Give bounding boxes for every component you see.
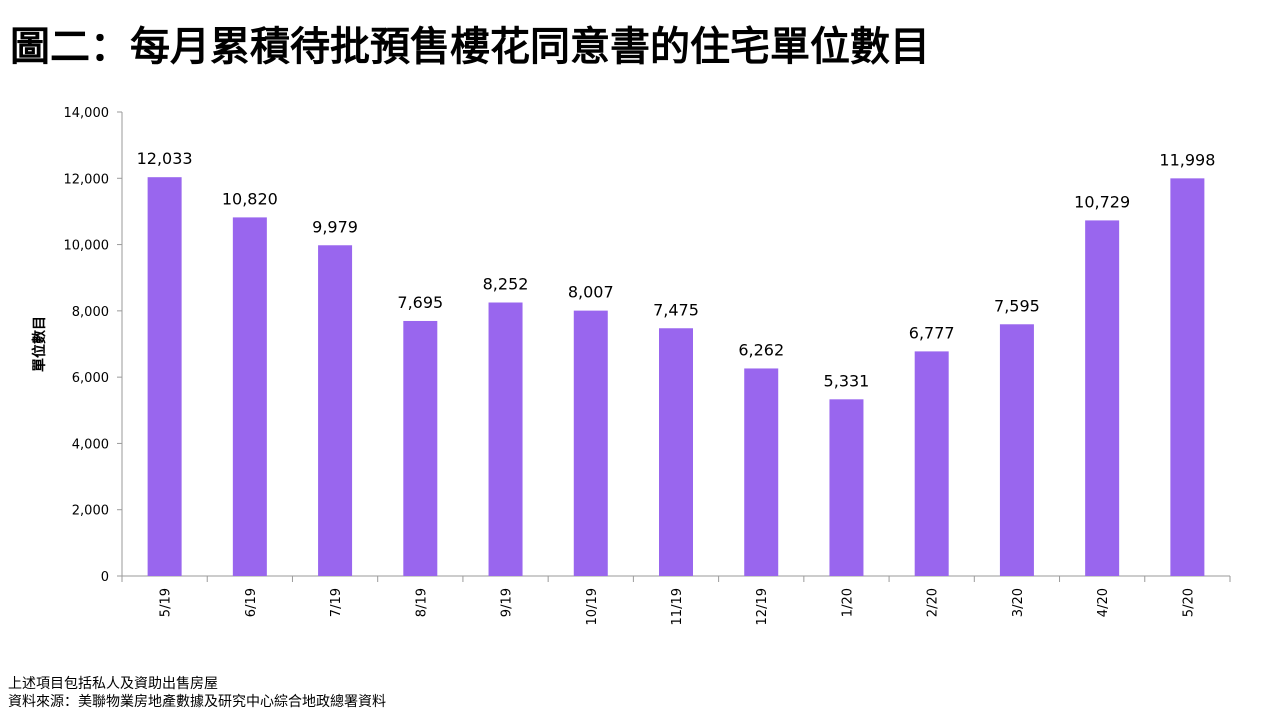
bar — [829, 399, 864, 576]
data-label: 8,007 — [568, 283, 614, 302]
bar — [573, 310, 608, 576]
x-tick-label: 12/19 — [755, 588, 770, 625]
x-tick-label: 9/19 — [500, 588, 515, 617]
bar — [147, 177, 182, 576]
x-tick-label: 11/19 — [670, 588, 685, 625]
bar — [1170, 178, 1205, 577]
x-tick-label: 8/19 — [414, 588, 429, 617]
data-label: 7,595 — [994, 296, 1040, 315]
data-label: 5,331 — [824, 371, 870, 390]
data-label: 10,729 — [1074, 192, 1130, 211]
y-tick-label: 8,000 — [72, 305, 109, 320]
footnote-note: 上述項目包括私人及資助出售房屋 — [8, 676, 218, 692]
x-tick-label: 10/19 — [585, 588, 600, 625]
data-label: 8,252 — [483, 275, 529, 294]
y-tick-label: 6,000 — [72, 371, 109, 386]
y-tick-label: 14,000 — [64, 106, 110, 121]
bar — [914, 351, 949, 576]
bar — [659, 328, 693, 576]
x-tick-label: 5/20 — [1181, 588, 1196, 617]
bar — [403, 320, 438, 576]
data-label: 6,777 — [909, 323, 955, 342]
footnote-source: 資料來源：美聯物業房地產數據及研究中心綜合地政總署資料 — [8, 694, 386, 710]
footnotes: 上述項目包括私人及資助出售房屋 資料來源：美聯物業房地產數據及研究中心綜合地政總… — [8, 675, 386, 711]
chart-title: 圖二：每月累積待批預售樓花同意書的住宅單位數目 — [10, 24, 930, 70]
x-tick-label: 5/19 — [159, 588, 174, 617]
x-tick-label: 3/20 — [1011, 588, 1026, 617]
y-tick-label: 0 — [101, 570, 109, 585]
y-tick-label: 10,000 — [64, 239, 110, 254]
x-tick-label: 4/20 — [1096, 588, 1111, 617]
data-label: 10,820 — [222, 189, 278, 208]
y-tick-label: 2,000 — [72, 504, 109, 519]
data-label: 7,695 — [397, 293, 443, 312]
bar — [1085, 220, 1120, 576]
data-label: 12,033 — [137, 149, 193, 168]
data-label: 11,998 — [1159, 150, 1215, 169]
bar — [999, 324, 1034, 576]
y-tick-label: 4,000 — [72, 437, 109, 452]
data-label: 6,262 — [738, 340, 784, 359]
y-tick-label: 12,000 — [64, 172, 110, 187]
bar — [488, 302, 523, 576]
x-tick-label: 2/20 — [926, 588, 941, 617]
bar — [318, 245, 353, 576]
data-label: 9,979 — [312, 217, 358, 236]
x-tick-label: 7/19 — [329, 588, 344, 617]
x-tick-label: 6/19 — [244, 588, 259, 617]
data-label: 7,475 — [653, 300, 699, 319]
bar — [744, 368, 779, 576]
x-tick-label: 1/20 — [840, 588, 855, 617]
bar — [232, 217, 267, 576]
y-axis-title: 單位數目 — [31, 316, 48, 372]
